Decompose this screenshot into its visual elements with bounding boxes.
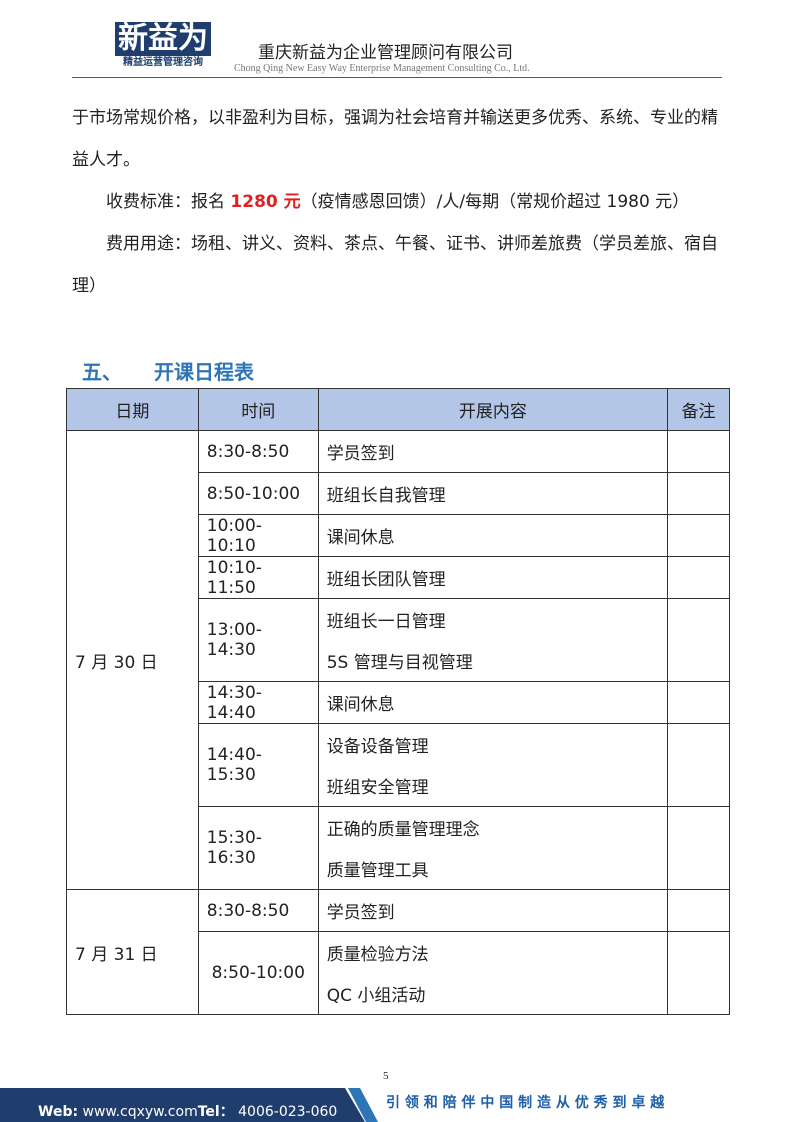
- section-title: 开课日程表: [154, 360, 254, 384]
- time-cell: 10:10-11:50: [197, 556, 319, 599]
- web-label: Web:: [38, 1104, 79, 1120]
- logo-main: 新益为: [115, 22, 211, 56]
- table-row: 5S 管理与目视管理: [67, 640, 730, 682]
- logo: 新益为 精益运营管理咨询: [115, 22, 211, 70]
- table-row: 14:30-14:40 课间休息: [67, 681, 730, 724]
- company-name: 重庆新益为企业管理顾问有限公司: [258, 43, 513, 63]
- content-cell: 5S 管理与目视管理: [317, 640, 669, 682]
- paragraph: 于市场常规价格，以非盈利为目标，强调为社会培育并输送更多优秀、系统、专业的精益人…: [72, 108, 718, 170]
- footer-band: [0, 1088, 378, 1122]
- table-row: 质量管理工具: [67, 848, 730, 890]
- paragraph: 收费标准：报名 1280 元（疫情感恩回馈）/人/每期（常规价超过 1980 元…: [72, 181, 726, 223]
- page-number: 5: [383, 1070, 389, 1082]
- content-cell: 班组长自我管理: [317, 472, 669, 515]
- footer-bar: [0, 1088, 365, 1122]
- content-cell: 质量检验方法: [317, 931, 669, 973]
- text: （疫情感恩回馈）/人/每期（常规价超过 1980 元）: [300, 192, 690, 212]
- note-cell: [667, 806, 730, 890]
- header-cell: 开展内容: [317, 388, 669, 431]
- content-cell: 学员签到: [317, 430, 669, 473]
- note-cell: [667, 430, 730, 473]
- time-cell: 8:30-8:50: [197, 889, 319, 932]
- content-cell: 课间休息: [317, 514, 669, 557]
- table-row: 13:00-14:30 班组长一日管理: [67, 598, 730, 682]
- date-cell: 7 月 30 日: [66, 430, 199, 890]
- table-row: QC 小组活动: [67, 973, 730, 1015]
- time-cell: 13:00-14:30: [197, 598, 319, 682]
- content-cell: 课间休息: [317, 681, 669, 724]
- time-cell: 8:50-10:00: [197, 931, 319, 1015]
- slogan: 引 领 和 陪 伴 中 国 制 造 从 优 秀 到 卓 越: [386, 1095, 665, 1111]
- table-row: 8:50-10:00 班组长自我管理: [67, 472, 730, 515]
- note-cell: [667, 514, 730, 557]
- price: 1280 元: [230, 192, 301, 212]
- note-cell: [667, 681, 730, 724]
- time-cell: 8:30-8:50: [197, 430, 319, 473]
- section-number: 五、: [82, 360, 122, 384]
- content-cell: QC 小组活动: [317, 973, 669, 1015]
- note-cell: [667, 889, 730, 932]
- table-row: 10:00-10:10 课间休息: [67, 514, 730, 557]
- content-cell: 班组安全管理: [317, 765, 669, 807]
- web: www.cqxyw.com: [82, 1104, 198, 1120]
- tel: 4006-023-060: [238, 1104, 338, 1120]
- table-row: 14:40-15:30 设备设备管理: [67, 723, 730, 807]
- content-cell: 班组长一日管理: [317, 598, 669, 640]
- date-cell: 7 月 31 日: [66, 889, 199, 1015]
- content-cell: 设备设备管理: [317, 723, 669, 765]
- time-cell: 10:00-10:10: [197, 514, 319, 557]
- note-cell: [667, 723, 730, 807]
- footer-contact: Web: www.cqxyw.comTel： 4006-023-060: [38, 1101, 337, 1121]
- content-cell: 正确的质量管理理念: [317, 806, 669, 848]
- time-cell: 15:30-16:30: [197, 806, 319, 890]
- table-row: 10:10-11:50 班组长团队管理: [67, 556, 730, 599]
- tel-label: Tel：: [197, 1104, 234, 1120]
- time-cell: 14:40-15:30: [197, 723, 319, 807]
- table-row: 7 月 31 日 8:30-8:50 学员签到: [66, 889, 730, 1015]
- text: 收费标准：报名: [106, 192, 231, 212]
- content-cell: 质量管理工具: [317, 848, 669, 890]
- header-cell: 日期: [66, 388, 199, 431]
- note-cell: [667, 472, 730, 515]
- note-cell: [667, 931, 730, 1015]
- header-rule: [72, 77, 722, 78]
- note-cell: [667, 598, 730, 682]
- header-row: 日期 时间 开展内容 备注: [66, 388, 730, 431]
- content-cell: 学员签到: [317, 889, 669, 932]
- time-cell: 8:50-10:00: [197, 472, 319, 515]
- schedule-table: 日期 时间 开展内容 备注 7 月 30 日 8:30-8:50 学员签到 8:50-10:0…: [66, 388, 730, 1015]
- header-cell: 时间: [197, 388, 319, 431]
- table-row: 7 月 30 日 8:30-8:50 学员签到: [66, 430, 730, 890]
- footer-accent: [348, 1088, 378, 1122]
- company-en: Chong Qing New Easy Way Enterprise Manag…: [234, 63, 530, 74]
- note-cell: [667, 556, 730, 599]
- time-cell: 14:30-14:40: [197, 681, 319, 724]
- paragraph: 费用用途：场租、讲义、资料、茶点、午餐、证书、讲师差旅费（学员差旅、宿自理）: [72, 234, 718, 296]
- content-cell: 班组长团队管理: [317, 556, 669, 599]
- header-cell: 备注: [667, 388, 730, 431]
- table-row: 15:30-16:30 正确的质量管理理念: [67, 806, 730, 890]
- logo-sub: 精益运营管理咨询: [123, 57, 203, 68]
